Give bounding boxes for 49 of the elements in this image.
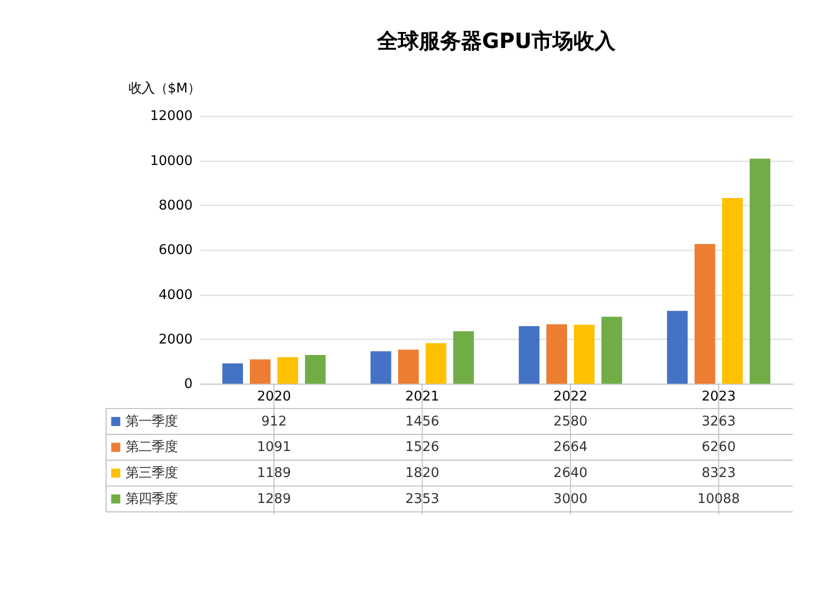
data-label: 6260 bbox=[702, 440, 736, 456]
data-label: 1820 bbox=[405, 466, 440, 481]
data-label: 2580 bbox=[553, 414, 588, 430]
bar bbox=[574, 324, 595, 384]
chart-title: 全球服务器GPU市场收入 bbox=[376, 28, 617, 54]
y-tick-label: 6000 bbox=[158, 243, 193, 258]
x-tick-label: 2020 bbox=[256, 389, 292, 404]
bar bbox=[750, 158, 770, 384]
data-label: 2640 bbox=[553, 466, 588, 481]
data-label: 2353 bbox=[405, 492, 440, 507]
data-label: 10088 bbox=[697, 492, 740, 507]
y-tick-label: 0 bbox=[184, 377, 193, 392]
y-tick-label: 4000 bbox=[158, 288, 193, 303]
bar bbox=[370, 351, 392, 384]
bar bbox=[722, 198, 743, 384]
data-label: 3000 bbox=[553, 492, 588, 507]
y-tick-label: 10000 bbox=[150, 154, 193, 169]
y-tick-label: 12000 bbox=[150, 109, 193, 124]
data-label: 1189 bbox=[256, 466, 292, 481]
data-label: 8323 bbox=[702, 466, 736, 481]
bar bbox=[546, 324, 567, 384]
data-label: 1289 bbox=[256, 492, 292, 507]
legend-label: 第一季度 bbox=[125, 413, 178, 430]
data-label: 912 bbox=[261, 414, 287, 430]
legend-label: 第四季度 bbox=[125, 490, 178, 507]
x-tick-label: 2023 bbox=[702, 389, 736, 404]
bar bbox=[426, 343, 446, 384]
y-axis-title: 收入（$M） bbox=[128, 82, 201, 97]
bar bbox=[250, 359, 271, 384]
bar bbox=[694, 244, 716, 384]
y-tick-label: 8000 bbox=[158, 198, 193, 214]
bar bbox=[518, 326, 540, 384]
bar bbox=[222, 363, 243, 384]
data-label: 1526 bbox=[405, 440, 440, 456]
y-tick-label: 2000 bbox=[158, 332, 193, 348]
legend-label: 第二季度 bbox=[125, 439, 178, 456]
data-label: 1456 bbox=[405, 414, 440, 430]
bar bbox=[304, 354, 326, 384]
bar bbox=[277, 357, 298, 384]
data-label: 3263 bbox=[702, 414, 736, 430]
data-label: 1091 bbox=[256, 440, 292, 456]
x-tick-label: 2021 bbox=[405, 389, 440, 404]
bar bbox=[453, 331, 474, 384]
legend-label: 第三季度 bbox=[125, 464, 178, 481]
x-tick-label: 2022 bbox=[553, 389, 588, 404]
bar bbox=[601, 316, 622, 384]
data-label: 2664 bbox=[553, 440, 588, 456]
bar bbox=[398, 350, 419, 384]
bar bbox=[667, 310, 688, 384]
